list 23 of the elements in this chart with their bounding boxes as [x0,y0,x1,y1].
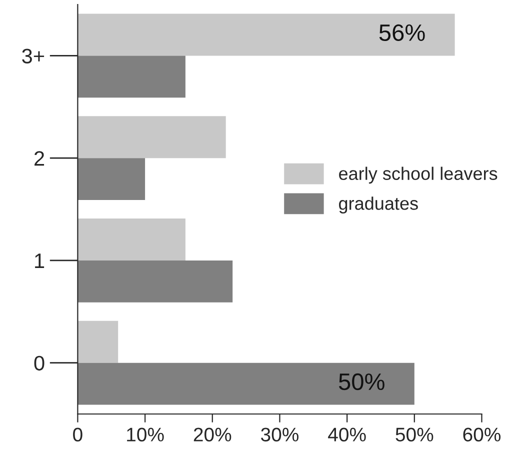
data-label: 50% [338,373,384,390]
x-tick-label: 20% [194,428,232,442]
bar [78,320,118,363]
y-tick-label: 1 [35,254,44,268]
bar [78,14,455,56]
bar [78,158,146,200]
y-tick-label: 3+ [22,48,44,64]
x-tick-label: 50% [396,428,434,442]
y-tick-label: 0 [34,356,44,371]
x-tick-label: 60% [463,428,501,442]
bar [78,116,226,158]
x-tick-label: 0 [73,428,82,442]
data-label: 56% [379,24,425,42]
x-tick-label: 30% [261,428,298,442]
x-tick-label: 40% [328,428,366,442]
legend-label: graduates [339,196,418,214]
bar [78,260,233,302]
y-tick-label: 2 [34,151,44,166]
bar [78,362,414,405]
legend-label: early school leavers [339,166,498,184]
bar [78,56,186,98]
bar [78,218,186,260]
x-tick-label: 10% [127,428,164,442]
